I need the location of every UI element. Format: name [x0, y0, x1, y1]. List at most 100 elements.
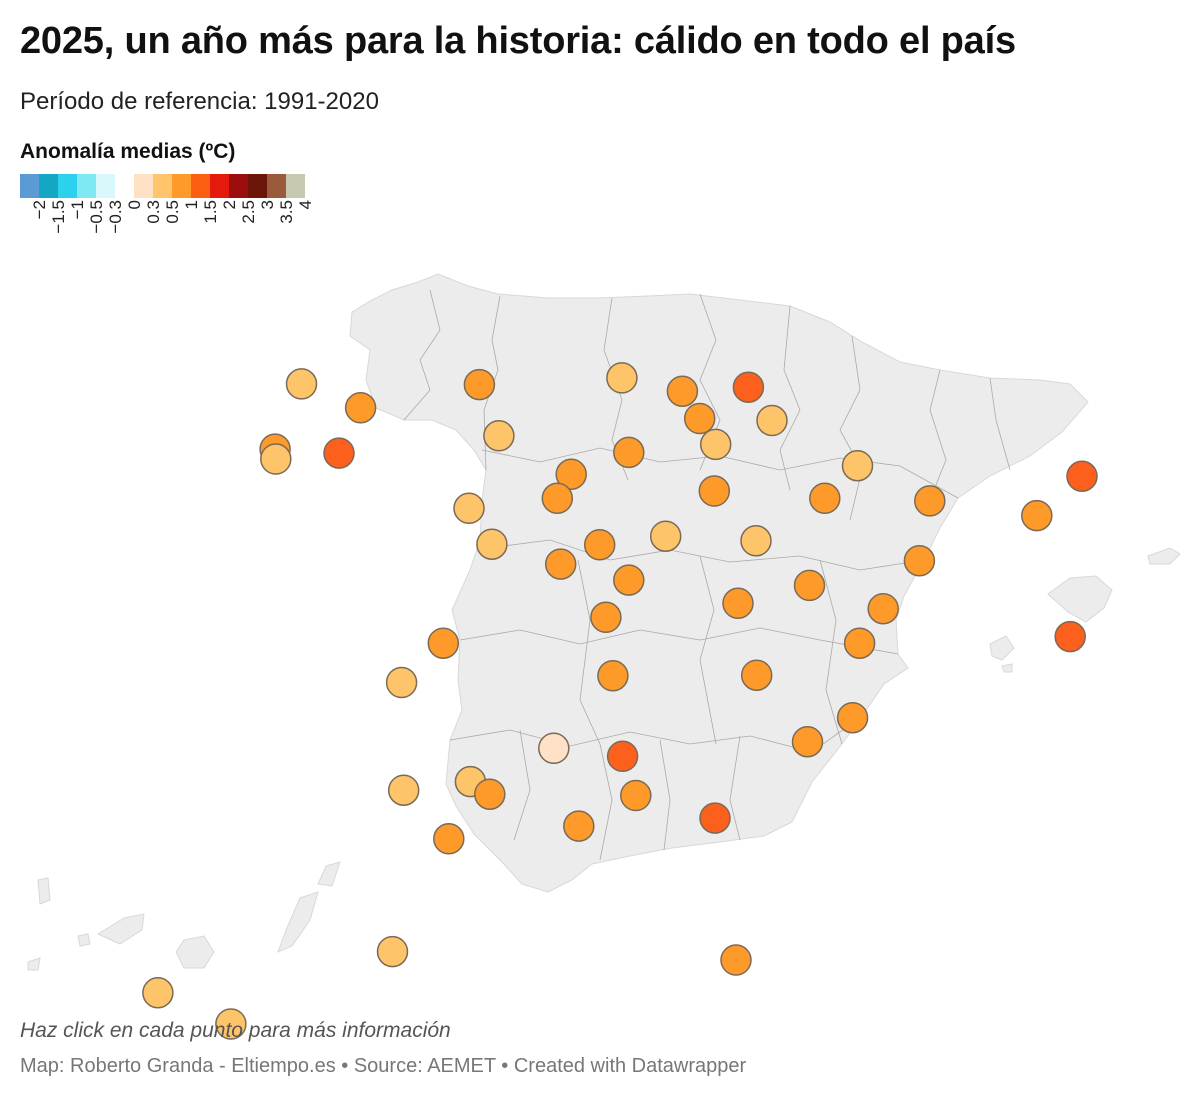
- legend-swatch: [20, 174, 39, 198]
- station-marker[interactable]: [433, 823, 465, 855]
- station-marker[interactable]: [791, 725, 824, 758]
- station-marker[interactable]: [555, 458, 587, 491]
- station-marker[interactable]: [387, 774, 420, 806]
- station-marker[interactable]: [740, 659, 773, 691]
- province-border: [839, 335, 863, 521]
- legend-swatch: [115, 174, 134, 198]
- legend-swatch: [267, 174, 286, 198]
- province-border: [779, 305, 801, 491]
- station-marker[interactable]: [793, 569, 826, 602]
- station-marker[interactable]: [285, 368, 318, 400]
- legend-swatch: [191, 174, 210, 198]
- legend-swatch: [229, 174, 248, 198]
- station-markers[interactable]: [142, 362, 1098, 1040]
- legend-swatch: [286, 174, 305, 198]
- station-marker[interactable]: [544, 548, 577, 580]
- station-marker[interactable]: [463, 368, 496, 401]
- land-areas: [27, 273, 1181, 971]
- station-marker[interactable]: [260, 443, 292, 475]
- formentera-island: [1001, 663, 1013, 673]
- station-marker[interactable]: [841, 449, 874, 482]
- gran-canaria-island: [175, 935, 215, 969]
- station-marker[interactable]: [385, 666, 418, 699]
- click-instruction-note: Haz click en cada punto para más informa…: [20, 1019, 451, 1042]
- station-marker[interactable]: [740, 525, 772, 557]
- station-marker[interactable]: [583, 529, 616, 561]
- station-marker[interactable]: [732, 371, 765, 403]
- station-marker[interactable]: [427, 627, 460, 659]
- station-marker[interactable]: [590, 601, 622, 634]
- station-marker[interactable]: [843, 627, 876, 659]
- subtitle: Período de referencia: 1991-2020: [20, 88, 379, 115]
- legend-swatch: [248, 174, 267, 198]
- legend-swatch: [39, 174, 58, 198]
- province-border: [929, 369, 947, 501]
- station-marker[interactable]: [914, 485, 946, 517]
- station-marker[interactable]: [606, 362, 638, 394]
- station-marker[interactable]: [606, 740, 639, 773]
- station-marker[interactable]: [142, 977, 174, 1009]
- iberian-peninsula: [349, 273, 1089, 893]
- lanzarote-island: [317, 861, 341, 887]
- station-marker[interactable]: [836, 701, 869, 734]
- station-marker[interactable]: [720, 944, 752, 976]
- station-marker[interactable]: [344, 392, 377, 424]
- station-marker[interactable]: [483, 420, 515, 452]
- province-border: [403, 289, 441, 421]
- station-marker[interactable]: [698, 475, 731, 507]
- province-border: [577, 559, 601, 745]
- station-marker[interactable]: [376, 935, 409, 968]
- station-marker[interactable]: [597, 660, 629, 692]
- la-palma-island: [37, 877, 51, 905]
- credits-line: Map: Roberto Granda - Eltiempo.es • Sour…: [20, 1055, 747, 1077]
- station-marker[interactable]: [620, 779, 652, 812]
- station-marker[interactable]: [699, 802, 731, 834]
- province-border: [659, 739, 671, 851]
- legend-title: Anomalía medias (ºC): [20, 140, 236, 163]
- station-marker[interactable]: [613, 436, 645, 469]
- el-hierro-island: [27, 957, 41, 971]
- mallorca-island: [1047, 575, 1113, 623]
- province-border: [989, 377, 1011, 471]
- legend-swatch: [77, 174, 96, 198]
- station-marker[interactable]: [453, 492, 485, 525]
- legend-swatch: [96, 174, 115, 198]
- province-border: [459, 627, 899, 655]
- station-marker[interactable]: [722, 587, 754, 620]
- province-border: [599, 743, 613, 861]
- station-marker[interactable]: [683, 402, 716, 435]
- station-marker[interactable]: [756, 404, 788, 437]
- province-border: [729, 735, 741, 841]
- color-legend: [20, 174, 305, 198]
- station-marker[interactable]: [1021, 499, 1053, 532]
- station-marker[interactable]: [699, 428, 732, 461]
- station-marker[interactable]: [563, 810, 595, 842]
- station-marker[interactable]: [809, 482, 841, 515]
- station-marker[interactable]: [613, 564, 645, 596]
- province-border: [819, 559, 843, 745]
- page-title: 2025, un año más para la historia: cálid…: [20, 20, 1016, 62]
- province-border: [699, 555, 717, 745]
- station-marker[interactable]: [1054, 620, 1086, 653]
- province-border: [513, 729, 531, 841]
- legend-swatch: [210, 174, 229, 198]
- menorca-island: [1147, 547, 1181, 565]
- station-marker[interactable]: [541, 482, 574, 515]
- legend-swatch: [58, 174, 77, 198]
- station-marker[interactable]: [666, 375, 699, 407]
- legend-swatch: [172, 174, 191, 198]
- fuerteventura-island: [277, 891, 319, 953]
- station-marker[interactable]: [476, 528, 508, 560]
- legend-swatch: [153, 174, 172, 198]
- station-marker[interactable]: [903, 545, 936, 577]
- station-marker[interactable]: [323, 437, 355, 469]
- station-marker[interactable]: [215, 1008, 247, 1040]
- station-marker[interactable]: [867, 592, 899, 625]
- tenerife-island: [96, 913, 145, 945]
- la-gomera-island: [77, 933, 91, 947]
- station-marker[interactable]: [1066, 460, 1098, 493]
- station-marker[interactable]: [649, 520, 682, 552]
- station-marker[interactable]: [474, 778, 506, 810]
- station-marker[interactable]: [538, 732, 570, 765]
